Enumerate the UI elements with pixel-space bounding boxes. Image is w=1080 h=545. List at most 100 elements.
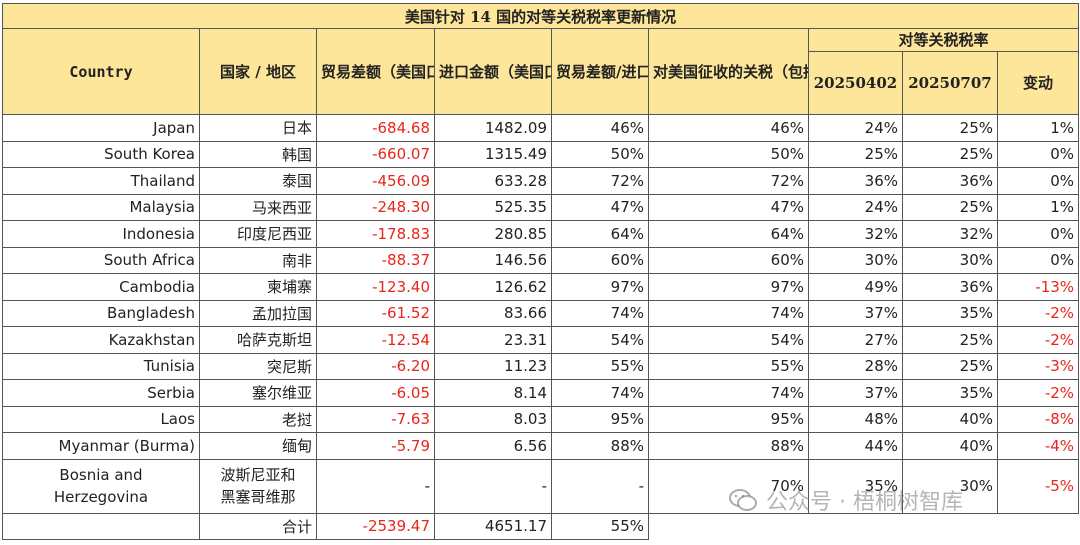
cell-tariff: 46%: [648, 114, 809, 142]
table-row-bosnia: Bosnia and Herzegovina 波斯尼亚和 黑塞哥维那 - - - 7…: [2, 458, 1080, 514]
cell-ratio: 97%: [551, 273, 649, 301]
cell-region: 印度尼西亚: [199, 220, 317, 248]
cell-country: Malaysia: [2, 193, 200, 221]
cell-ratio: 60%: [551, 246, 649, 274]
table-row: Thailand 泰国 -456.09 633.28 72% 72% 36% 36% 0%: [2, 167, 1080, 195]
cell-region: 日本: [199, 114, 317, 142]
tariff-table: 美国针对 14 国的对等关税税率更新情况 Country 国家 / 地区 贸易差…: [1, 3, 1080, 540]
cell-ratio: 55%: [551, 352, 649, 380]
header-country: Country: [2, 28, 200, 115]
cell-rate-1: 30%: [808, 246, 903, 274]
cell-rate-1: 49%: [808, 273, 903, 301]
table-row: Malaysia 马来西亚 -248.30 525.35 47% 47% 24% 25% 1%: [2, 193, 1080, 221]
cell-gap: -178.83: [316, 220, 435, 248]
cell-total-gap: -2539.47: [316, 512, 435, 540]
cell-rate-1: 37%: [808, 379, 903, 407]
cell-tariff: 74%: [648, 379, 809, 407]
cell-rate-2: 40%: [902, 405, 998, 433]
header-region: 国家 / 地区: [199, 28, 317, 115]
cell-ratio: 74%: [551, 299, 649, 327]
cell-tariff: 50%: [648, 140, 809, 168]
cell-rate-1: 28%: [808, 352, 903, 380]
cell-gap: -: [316, 458, 435, 514]
cell-import: 6.56: [434, 432, 552, 460]
cell-region: 塞尔维亚: [199, 379, 317, 407]
cell-gap: -12.54: [316, 326, 435, 354]
cell-rate-2: 30%: [902, 458, 998, 514]
cell-rate-2: 25%: [902, 352, 998, 380]
cell-rate-1: 24%: [808, 193, 903, 221]
cell-ratio: -: [551, 458, 649, 514]
cell-import: 83.66: [434, 299, 552, 327]
cell-change: 1%: [996, 193, 1080, 221]
cell-rate-2: 32%: [902, 220, 998, 248]
cell-change: -4%: [996, 432, 1080, 460]
cell-gap: -88.37: [316, 246, 435, 274]
header-change: 变动: [996, 51, 1080, 115]
cell-country: Indonesia: [2, 220, 200, 248]
table-row: Indonesia 印度尼西亚 -178.83 280.85 64% 64% 32% 32% 0…: [2, 220, 1080, 248]
cell-region: 马来西亚: [199, 193, 317, 221]
table-title: 美国针对 14 国的对等关税税率更新情况: [1, 3, 1080, 29]
cell-rate-2: 25%: [902, 193, 998, 221]
cell-region: 老挝: [199, 405, 317, 433]
cell-rate-1: 32%: [808, 220, 903, 248]
cell-change: -8%: [996, 405, 1080, 433]
cell-tariff: 72%: [648, 167, 809, 195]
cell-rate-1: 48%: [808, 405, 903, 433]
cell-region: 缅甸: [199, 432, 317, 460]
cell-empty: [998, 513, 1079, 540]
cell-change: -13%: [996, 273, 1080, 301]
cell-change: -2%: [996, 326, 1080, 354]
cell-rate-1: 24%: [808, 114, 903, 142]
cell-rate-2: 25%: [902, 140, 998, 168]
cell-region: 哈萨克斯坦: [199, 326, 317, 354]
table-row: Tunisia 突尼斯 -6.20 11.23 55% 55% 28% 25% -3%: [2, 352, 1080, 380]
cell-import: 146.56: [434, 246, 552, 274]
cell-ratio: 74%: [551, 379, 649, 407]
cell-rate-2: 35%: [902, 379, 998, 407]
cell-change: -5%: [996, 458, 1080, 514]
cell-ratio: 54%: [551, 326, 649, 354]
cell-country: South Africa: [2, 246, 200, 274]
cell-rate-2: 30%: [902, 246, 998, 274]
table-row: Kazakhstan 哈萨克斯坦 -12.54 23.31 54% 54% 27% 25% -2…: [2, 326, 1080, 354]
table-row: South Korea 韩国 -660.07 1315.49 50% 50% 25% 25% 0…: [2, 140, 1080, 168]
cell-total-ratio: 55%: [551, 512, 649, 540]
cell-empty: [809, 513, 903, 540]
cell-change: 0%: [996, 246, 1080, 274]
cell-rate-1: 27%: [808, 326, 903, 354]
cell-gap: -61.52: [316, 299, 435, 327]
table-row: Myanmar (Burma) 缅甸 -5.79 6.56 88% 88% 44% 40% -4…: [2, 432, 1080, 460]
cell-empty: [649, 513, 809, 540]
cell-country: Tunisia: [2, 352, 200, 380]
cell-tariff: 88%: [648, 432, 809, 460]
cell-rate-1: 36%: [808, 167, 903, 195]
cell-total-blank: [2, 512, 200, 540]
cell-gap: -123.40: [316, 273, 435, 301]
cell-change: 0%: [996, 220, 1080, 248]
cell-country: Thailand: [2, 167, 200, 195]
cell-gap: -660.07: [316, 140, 435, 168]
cell-change: 0%: [996, 167, 1080, 195]
table-row: South Africa 南非 -88.37 146.56 60% 60% 30% 30% 0%: [2, 246, 1080, 274]
cell-gap: -7.63: [316, 405, 435, 433]
cell-region: 突尼斯: [199, 352, 317, 380]
cell-tariff: 97%: [648, 273, 809, 301]
cell-import: 1315.49: [434, 140, 552, 168]
cell-ratio: 46%: [551, 114, 649, 142]
header-import-value: 进口金额（美国口径，亿美元）: [434, 28, 552, 115]
cell-tariff: 47%: [648, 193, 809, 221]
cell-region: 韩国: [199, 140, 317, 168]
cell-gap: -248.30: [316, 193, 435, 221]
cell-rate-1: 37%: [808, 299, 903, 327]
cell-rate-2: 25%: [902, 114, 998, 142]
cell-gap: -6.20: [316, 352, 435, 380]
cell-change: -3%: [996, 352, 1080, 380]
table-row: Serbia 塞尔维亚 -6.05 8.14 74% 74% 37% 35% -2%: [2, 379, 1080, 407]
cell-gap: -684.68: [316, 114, 435, 142]
cell-country: Myanmar (Burma): [2, 432, 200, 460]
cell-tariff: 54%: [648, 326, 809, 354]
cell-ratio: 95%: [551, 405, 649, 433]
cell-rate-2: 36%: [902, 273, 998, 301]
